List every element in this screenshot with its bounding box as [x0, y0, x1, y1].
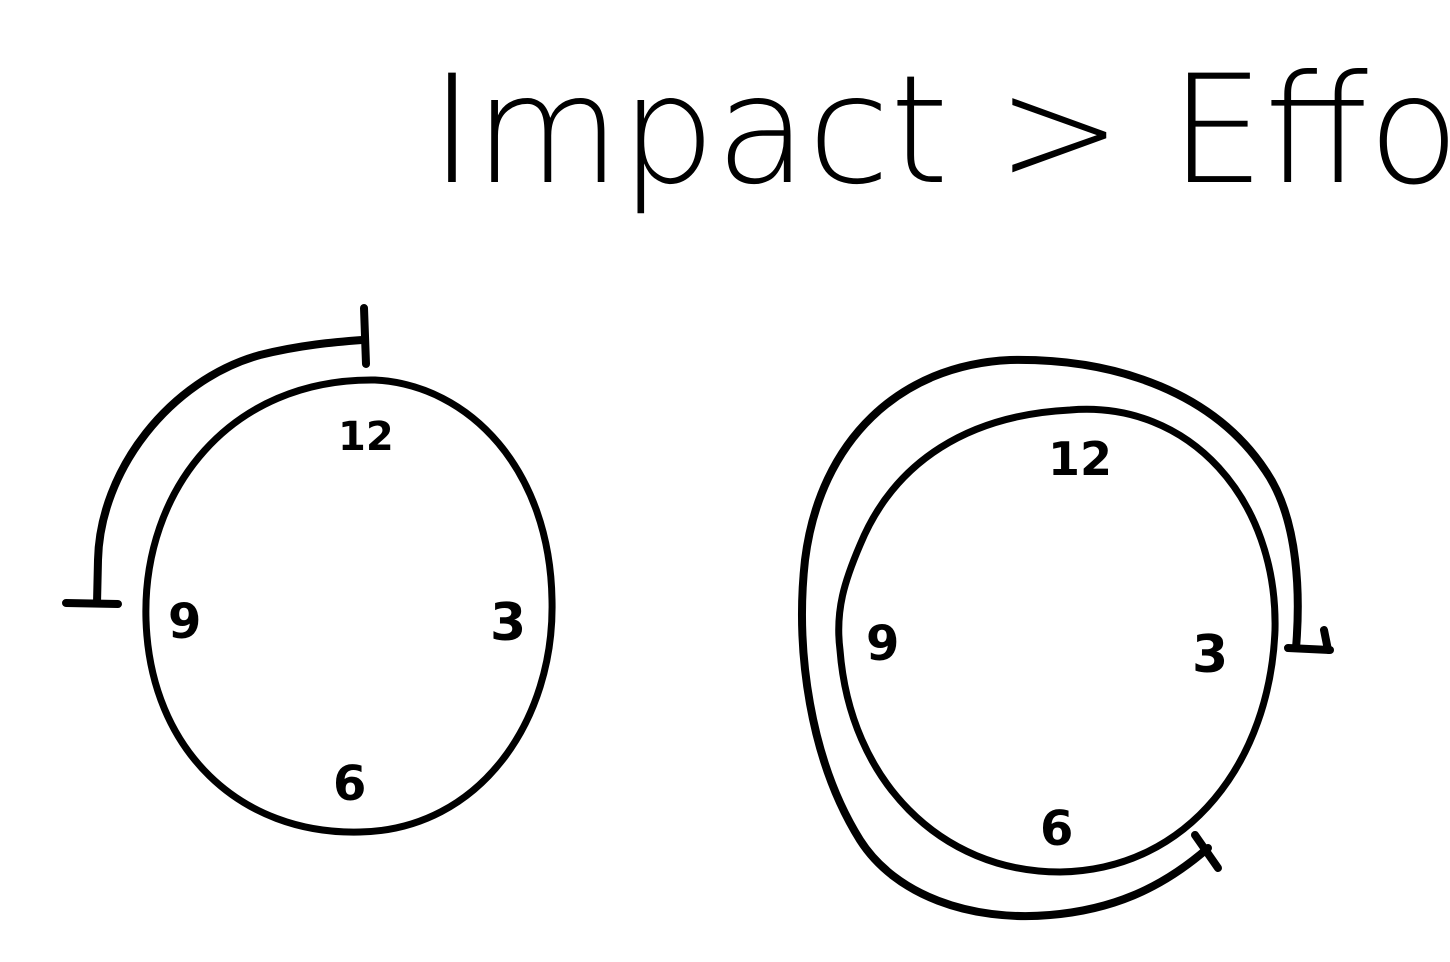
effort-clock-number-12: 12	[1048, 432, 1112, 486]
effort-clock-face	[835, 405, 1279, 876]
effort-arc	[798, 355, 1302, 921]
effort-arc-start-tick	[1284, 626, 1334, 654]
effort-clock-number-9: 9	[866, 616, 899, 672]
impact-clock-number-3: 3	[490, 593, 526, 653]
impact-arc	[93, 336, 366, 607]
effort-clock-number-3: 3	[1192, 625, 1228, 685]
impact-clock: 12 3 6 9	[62, 304, 556, 836]
impact-arc-start-tick	[62, 599, 122, 608]
impact-clock-number-6: 6	[333, 756, 366, 812]
impact-clock-number-9: 9	[168, 594, 201, 650]
diagram-title: Impact > Effort	[430, 44, 1450, 218]
impact-clock-face	[142, 376, 556, 836]
effort-clock: 12 3 6 9	[798, 355, 1334, 921]
impact-clock-number-12: 12	[338, 414, 394, 460]
impact-arc-end-tick	[360, 304, 370, 368]
effort-arc-end-tick	[1191, 831, 1222, 872]
effort-clock-number-6: 6	[1040, 801, 1073, 857]
